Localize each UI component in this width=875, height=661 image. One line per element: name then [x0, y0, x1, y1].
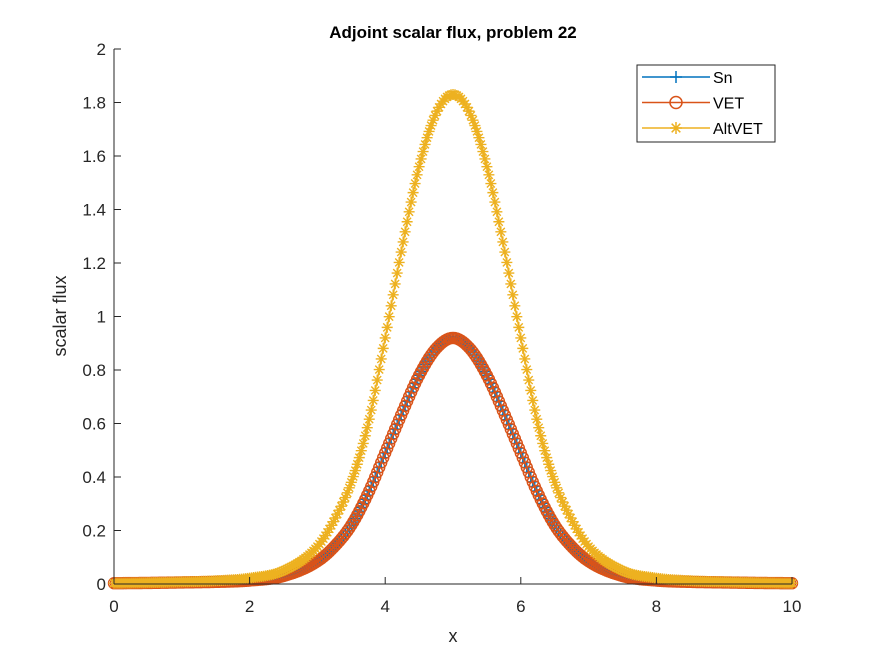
y-tick-label: 0.2 [82, 522, 106, 541]
x-axis-label: x [449, 626, 458, 646]
y-tick-label: 1.6 [82, 147, 106, 166]
y-tick-label: 1.2 [82, 254, 106, 273]
y-axis-label: scalar flux [50, 275, 70, 356]
y-tick-label: 1 [97, 308, 106, 327]
chart-title: Adjoint scalar flux, problem 22 [329, 23, 577, 42]
x-tick-label: 4 [380, 597, 389, 616]
x-tick-label: 6 [516, 597, 525, 616]
legend-marker [670, 122, 682, 134]
y-tick-label: 0 [97, 575, 106, 594]
y-tick-label: 0.4 [82, 468, 106, 487]
legend-label: AltVET [713, 121, 763, 138]
x-tick-label: 2 [245, 597, 254, 616]
y-tick-label: 1.8 [82, 94, 106, 113]
x-tick-label: 0 [109, 597, 118, 616]
x-tick-label: 8 [652, 597, 661, 616]
y-tick-label: 2 [97, 40, 106, 59]
x-tick-label: 10 [783, 597, 802, 616]
y-tick-label: 0.6 [82, 415, 106, 434]
legend-label: Sn [713, 70, 733, 87]
legend-label: VET [713, 96, 744, 113]
legend: Sn VET AltVET [637, 65, 775, 142]
y-tick-label: 1.4 [82, 201, 106, 220]
y-tick-label: 0.8 [82, 361, 106, 380]
